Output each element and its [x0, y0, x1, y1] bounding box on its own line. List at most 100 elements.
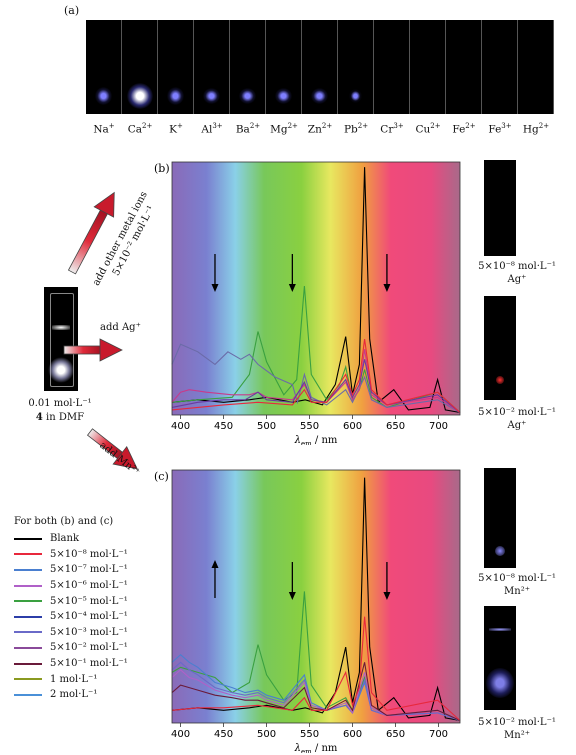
spectrum-chart-b: 400 450 500 550 600 650 700 λem / nm (b)	[154, 161, 461, 445]
caption-mn-low-conc: 5×10⁻⁸ mol·L⁻¹	[478, 573, 556, 584]
legend-swatch	[14, 678, 42, 681]
legend-swatch	[14, 662, 42, 665]
ion-label-base: Zn	[307, 123, 322, 136]
legend-swatch	[14, 646, 42, 649]
panel-label: (c)	[154, 470, 169, 483]
ion-label-charge: 3+	[212, 122, 223, 130]
trend-arrow-2	[383, 254, 391, 292]
compound-number: 4	[35, 412, 43, 423]
legend-entry: 5×10⁻⁵ mol·L⁻¹	[14, 593, 128, 609]
legend-entry: 5×10⁻⁷ mol·L⁻¹	[14, 562, 128, 578]
legend-label: 5×10⁻⁷ mol·L⁻¹	[50, 564, 128, 576]
legend-swatch	[14, 600, 42, 603]
ion-label-charge: +	[176, 122, 183, 130]
start-vial-photo	[44, 287, 78, 391]
ion-label-charge: 2+	[287, 122, 298, 130]
vial-al-3	[194, 20, 230, 114]
ion-label-base: Cu	[415, 123, 431, 136]
x-tick-label: 600	[343, 421, 362, 432]
ion-label: Mg2+	[266, 122, 302, 136]
panel-a-label: (a)	[64, 4, 80, 17]
series-line-1	[171, 285, 461, 413]
x-tick-label: 650	[386, 729, 405, 740]
legend-label: 2 mol·L⁻¹	[50, 689, 98, 701]
legend-swatch	[14, 568, 42, 571]
legend-entry: Blank	[14, 531, 128, 547]
ion-label-base: Al	[201, 123, 213, 136]
x-tick-label: 500	[257, 421, 276, 432]
photo-ag-low	[484, 160, 516, 256]
legend-entry: 5×10⁻⁴ mol·L⁻¹	[14, 609, 128, 625]
vial-hg-12	[518, 20, 554, 114]
legend-label: 5×10⁻³ mol·L⁻¹	[50, 626, 128, 638]
ion-label: Al3+	[194, 122, 230, 136]
legend-swatch	[14, 553, 42, 556]
ion-label-charge: 2+	[321, 122, 333, 130]
photo-ag-high	[484, 296, 516, 400]
vial-cr-8	[374, 20, 410, 114]
x-tick-label: 450	[214, 729, 233, 740]
caption-mn-low: 5×10⁻⁸ mol·L⁻¹ Mn²⁺	[460, 572, 574, 598]
series-line-4	[171, 359, 461, 413]
start-compound: 4 in DMF	[10, 411, 110, 424]
arrow-add-mn	[86, 428, 138, 470]
start-concentration: 0.01 mol·L⁻¹	[28, 398, 92, 409]
arrow-add-other-ions	[67, 191, 115, 275]
ion-label-base: Hg	[522, 123, 539, 136]
vial-fe-11	[482, 20, 518, 114]
spectrum-chart-c: 400 450 500 550 600 650 700 λem / nm (c)	[154, 469, 461, 753]
ion-label-base: Cr	[380, 123, 394, 136]
ion-label-charge: 2+	[249, 122, 261, 130]
vial-cu-9	[410, 20, 446, 114]
legend-swatch	[14, 693, 42, 696]
ion-label-base: Mg	[270, 123, 288, 136]
x-axis-subscript: em	[301, 440, 312, 445]
vial-na-0	[86, 20, 122, 114]
legend-label: 5×10⁻⁵ mol·L⁻¹	[50, 595, 128, 607]
x-tick-label: 400	[171, 421, 190, 432]
legend-swatch	[14, 631, 42, 634]
ion-label-charge: 2+	[538, 122, 550, 130]
legend-swatch	[14, 537, 42, 540]
ion-label: Hg2+	[518, 122, 554, 136]
ion-label: Na+	[86, 122, 122, 136]
trend-arrow-1	[288, 254, 296, 292]
vial-ba-4	[230, 20, 266, 114]
ion-label-base: K	[169, 123, 177, 136]
spectrum-background	[172, 162, 460, 415]
legend-entry: 1 mol·L⁻¹	[14, 671, 128, 687]
ion-label: Fe2+	[446, 122, 482, 136]
legend-label: 1 mol·L⁻¹	[50, 673, 98, 685]
x-axis-symbol: λ	[294, 743, 301, 753]
x-axis-unit: / nm	[312, 743, 338, 753]
trend-arrow-1	[288, 562, 296, 600]
legend-entry: 2 mol·L⁻¹	[14, 687, 128, 703]
x-tick-label: 550	[300, 421, 319, 432]
x-axis-unit: / nm	[312, 435, 338, 445]
ion-label-base: Pb	[343, 123, 358, 136]
legend-title: For both (b) and (c)	[14, 516, 114, 527]
spectrum-background	[172, 470, 460, 723]
ion-label: Cu2+	[410, 122, 446, 136]
x-tick-label: 550	[300, 729, 319, 740]
caption-ag-low: 5×10⁻⁸ mol·L⁻¹ Ag⁺	[460, 260, 574, 286]
legend-label: 5×10⁻⁸ mol·L⁻¹	[50, 548, 128, 560]
series-line-3	[171, 661, 461, 722]
arrow-add-ag	[63, 338, 123, 362]
vial-mg-5	[266, 20, 302, 114]
vial-pb-7	[338, 20, 374, 114]
ion-label-base: Ca	[127, 123, 142, 136]
x-tick-label: 400	[171, 729, 190, 740]
x-tick-label: 700	[429, 729, 448, 740]
vial-fe-10	[446, 20, 482, 114]
legend-swatch	[14, 615, 42, 618]
ion-label: Zn2+	[302, 122, 338, 136]
series-line-4	[171, 669, 461, 722]
ion-label-base: Na	[93, 123, 109, 136]
legend-label: Blank	[50, 533, 80, 545]
trend-arrow-2	[383, 562, 391, 600]
ion-label-charge: 2+	[430, 122, 441, 130]
ion-label-base: Fe	[488, 123, 502, 136]
ion-label-charge: 3+	[501, 122, 512, 130]
compound-solvent: in DMF	[42, 412, 85, 423]
